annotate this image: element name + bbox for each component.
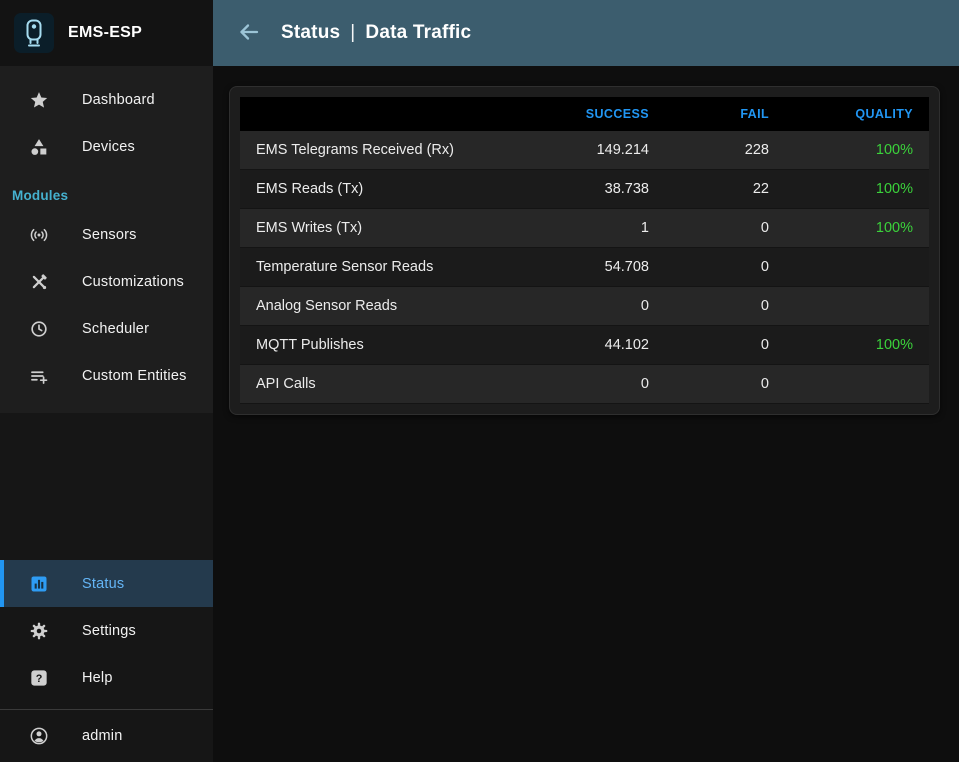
row-label: MQTT Publishes: [240, 325, 513, 365]
sidebar-item-sensors[interactable]: Sensors: [0, 211, 213, 258]
category-icon: [28, 137, 50, 157]
table-row: EMS Telegrams Received (Rx) 149.214 228 …: [240, 131, 929, 170]
sensors-icon: [28, 225, 50, 245]
sidebar-item-custom-entities[interactable]: Custom Entities: [0, 352, 213, 399]
row-quality: 100%: [785, 208, 929, 248]
row-success: 54.708: [513, 247, 665, 287]
arrow-back-icon: [237, 20, 261, 47]
tools-icon: [28, 272, 50, 292]
sidebar-item-label: Devices: [82, 138, 135, 155]
user-name-label: admin: [82, 728, 123, 744]
sidebar-item-label: Custom Entities: [82, 367, 187, 384]
top-bar: Status | Data Traffic: [213, 0, 959, 66]
sidebar-item-label: Dashboard: [82, 91, 155, 108]
help-icon: ?: [28, 668, 50, 688]
breadcrumb-page: Data Traffic: [365, 22, 472, 43]
content-column: Status | Data Traffic SUCCESS FAIL QUALI…: [213, 0, 959, 762]
row-quality: 100%: [785, 131, 929, 170]
page-title: Status | Data Traffic: [281, 22, 471, 44]
row-fail: 0: [665, 364, 785, 404]
table-row: EMS Writes (Tx) 1 0 100%: [240, 208, 929, 248]
row-fail: 0: [665, 208, 785, 248]
table-row: MQTT Publishes 44.102 0 100%: [240, 325, 929, 365]
row-label: EMS Reads (Tx): [240, 169, 513, 209]
sidebar-item-label: Help: [82, 669, 113, 686]
row-success: 44.102: [513, 325, 665, 365]
sidebar-nav-bottom: Status Settings ? Help: [0, 556, 213, 701]
row-success: 0: [513, 286, 665, 326]
sidebar-item-status[interactable]: Status: [0, 560, 213, 607]
sidebar-item-label: Settings: [82, 622, 136, 639]
sidebar: EMS-ESP Dashboard Devices Modules: [0, 0, 213, 762]
sidebar-item-dashboard[interactable]: Dashboard: [0, 76, 213, 123]
row-label: Temperature Sensor Reads: [240, 247, 513, 287]
row-label: EMS Telegrams Received (Rx): [240, 131, 513, 170]
row-fail: 0: [665, 286, 785, 326]
sidebar-item-help[interactable]: ? Help: [0, 654, 213, 701]
data-traffic-card: SUCCESS FAIL QUALITY EMS Telegrams Recei…: [229, 86, 940, 415]
sidebar-item-admin[interactable]: admin: [0, 710, 213, 762]
back-button[interactable]: [229, 13, 269, 53]
breadcrumb-separator: |: [350, 22, 356, 43]
table-row: Temperature Sensor Reads 54.708 0: [240, 247, 929, 287]
sidebar-item-label: Scheduler: [82, 320, 150, 337]
col-success: SUCCESS: [513, 97, 665, 131]
table-row: Analog Sensor Reads 0 0: [240, 286, 929, 326]
row-success: 149.214: [513, 131, 665, 170]
sidebar-item-label: Sensors: [82, 226, 137, 243]
breadcrumb-section: Status: [281, 22, 341, 43]
bar-chart-icon: [28, 574, 50, 594]
playlist-add-icon: [28, 366, 50, 386]
row-quality: 100%: [785, 325, 929, 365]
ems-esp-logo-icon: [14, 13, 54, 53]
row-label: EMS Writes (Tx): [240, 208, 513, 248]
row-fail: 0: [665, 247, 785, 287]
sidebar-item-customizations[interactable]: Customizations: [0, 258, 213, 305]
row-fail: 228: [665, 131, 785, 170]
col-metric: [240, 97, 513, 131]
row-fail: 0: [665, 325, 785, 365]
sidebar-item-label: Status: [82, 575, 125, 592]
row-quality: [785, 286, 929, 326]
col-quality: QUALITY: [785, 97, 929, 131]
account-circle-icon: [28, 726, 50, 746]
gear-icon: [28, 621, 50, 641]
sidebar-nav-main: Dashboard Devices Modules Sensors Cus: [0, 66, 213, 413]
sidebar-item-label: Customizations: [82, 273, 184, 290]
sidebar-item-settings[interactable]: Settings: [0, 607, 213, 654]
sidebar-spacer: [0, 413, 213, 556]
table-row: EMS Reads (Tx) 38.738 22 100%: [240, 169, 929, 209]
table-row: API Calls 0 0: [240, 364, 929, 404]
main-content: SUCCESS FAIL QUALITY EMS Telegrams Recei…: [213, 66, 959, 762]
row-quality: [785, 364, 929, 404]
data-traffic-table: SUCCESS FAIL QUALITY EMS Telegrams Recei…: [240, 97, 929, 404]
sidebar-item-scheduler[interactable]: Scheduler: [0, 305, 213, 352]
row-quality: 100%: [785, 169, 929, 209]
app-title: EMS-ESP: [68, 24, 143, 41]
sidebar-divider: [0, 709, 213, 710]
row-success: 0: [513, 364, 665, 404]
clock-icon: [28, 319, 50, 339]
modules-section-label: Modules: [12, 188, 69, 203]
row-label: API Calls: [240, 364, 513, 404]
col-fail: FAIL: [665, 97, 785, 131]
table-header-row: SUCCESS FAIL QUALITY: [240, 97, 929, 131]
row-fail: 22: [665, 169, 785, 209]
star-icon: [28, 90, 50, 110]
row-quality: [785, 247, 929, 287]
app-logo-header: EMS-ESP: [0, 0, 213, 66]
svg-text:?: ?: [36, 673, 43, 685]
sidebar-item-devices[interactable]: Devices: [0, 123, 213, 170]
row-success: 1: [513, 208, 665, 248]
row-success: 38.738: [513, 169, 665, 209]
row-label: Analog Sensor Reads: [240, 286, 513, 326]
